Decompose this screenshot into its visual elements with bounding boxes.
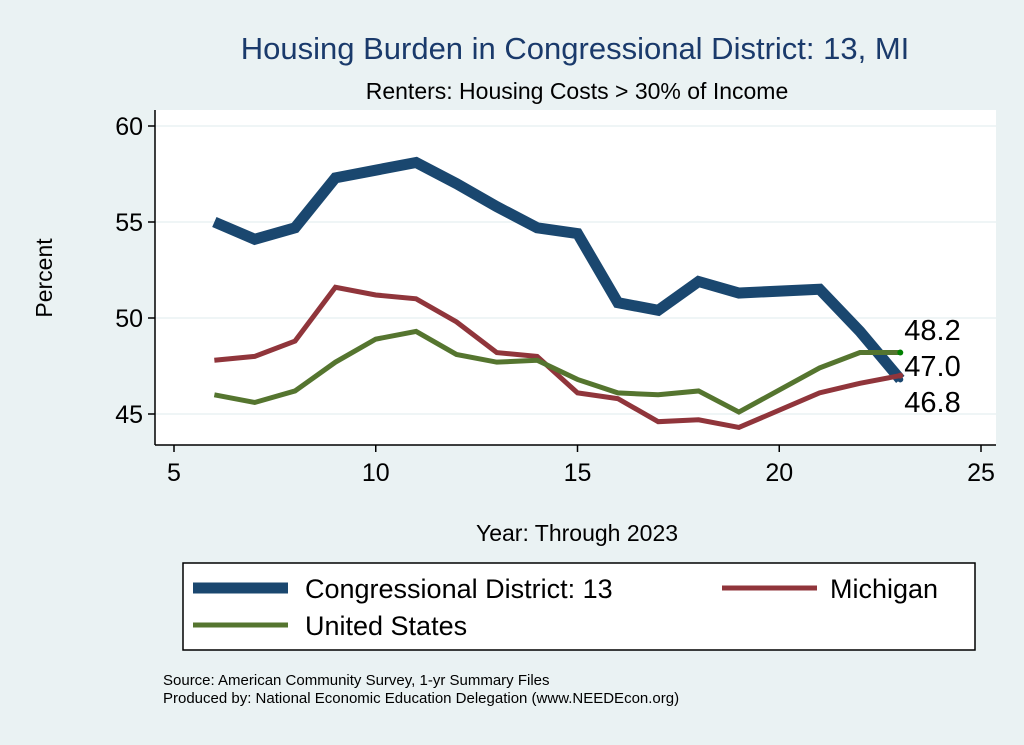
producer-note: Produced by: National Economic Education… xyxy=(163,690,680,707)
source-note: Source: American Community Survey, 1-yr … xyxy=(163,672,550,689)
end-value-label: 48.2 xyxy=(904,315,960,347)
legend-label: Michigan xyxy=(830,574,938,604)
y-axis-label: Percent xyxy=(31,238,57,318)
chart-subtitle: Renters: Housing Costs > 30% of Income xyxy=(366,78,789,104)
series-line xyxy=(212,156,905,383)
y-tick-label: 45 xyxy=(115,401,143,429)
end-value-label: 47.0 xyxy=(904,351,960,383)
y-tick-label: 60 xyxy=(115,113,143,141)
x-tick-label: 25 xyxy=(967,459,995,487)
y-tick-label: 55 xyxy=(115,209,143,237)
x-axis-label: Year: Through 2023 xyxy=(476,520,678,546)
y-tick-label: 50 xyxy=(115,305,143,333)
end-point-marker xyxy=(897,349,904,356)
legend-label: Congressional District: 13 xyxy=(305,574,613,604)
chart-title: Housing Burden in Congressional District… xyxy=(241,31,910,66)
series-line xyxy=(214,284,901,431)
x-tick-label: 5 xyxy=(167,459,181,487)
x-tick-label: 10 xyxy=(362,459,390,487)
series-line xyxy=(213,328,901,415)
x-tick-label: 15 xyxy=(564,459,592,487)
x-tick-label: 20 xyxy=(765,459,793,487)
end-value-label: 46.8 xyxy=(904,387,960,419)
legend-label: United States xyxy=(305,611,467,641)
legend xyxy=(182,562,976,651)
end-point-marker xyxy=(897,372,904,379)
